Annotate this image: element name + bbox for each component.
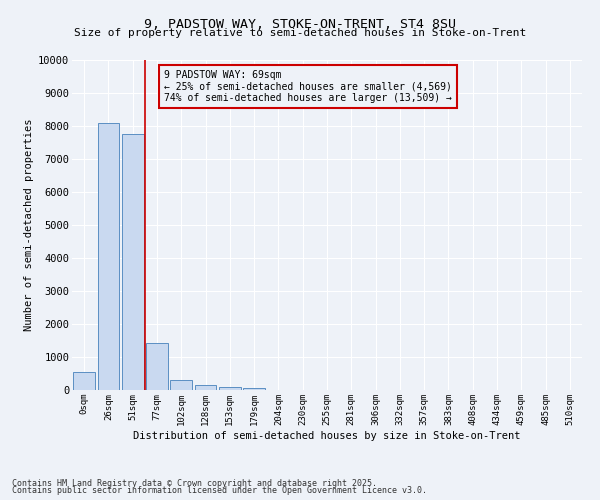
Bar xyxy=(170,380,192,390)
Text: Contains public sector information licensed under the Open Government Licence v3: Contains public sector information licen… xyxy=(12,486,427,495)
Bar xyxy=(194,385,217,390)
Y-axis label: Number of semi-detached properties: Number of semi-detached properties xyxy=(24,118,34,331)
Bar xyxy=(243,388,265,390)
Bar xyxy=(97,122,119,390)
Text: 9 PADSTOW WAY: 69sqm
← 25% of semi-detached houses are smaller (4,569)
74% of se: 9 PADSTOW WAY: 69sqm ← 25% of semi-detac… xyxy=(164,70,452,103)
Bar xyxy=(219,386,241,390)
Bar xyxy=(73,372,95,390)
Bar xyxy=(146,343,168,390)
X-axis label: Distribution of semi-detached houses by size in Stoke-on-Trent: Distribution of semi-detached houses by … xyxy=(133,430,521,440)
Text: 9, PADSTOW WAY, STOKE-ON-TRENT, ST4 8SU: 9, PADSTOW WAY, STOKE-ON-TRENT, ST4 8SU xyxy=(144,18,456,30)
Text: Size of property relative to semi-detached houses in Stoke-on-Trent: Size of property relative to semi-detach… xyxy=(74,28,526,38)
Text: Contains HM Land Registry data © Crown copyright and database right 2025.: Contains HM Land Registry data © Crown c… xyxy=(12,478,377,488)
Bar xyxy=(122,134,143,390)
